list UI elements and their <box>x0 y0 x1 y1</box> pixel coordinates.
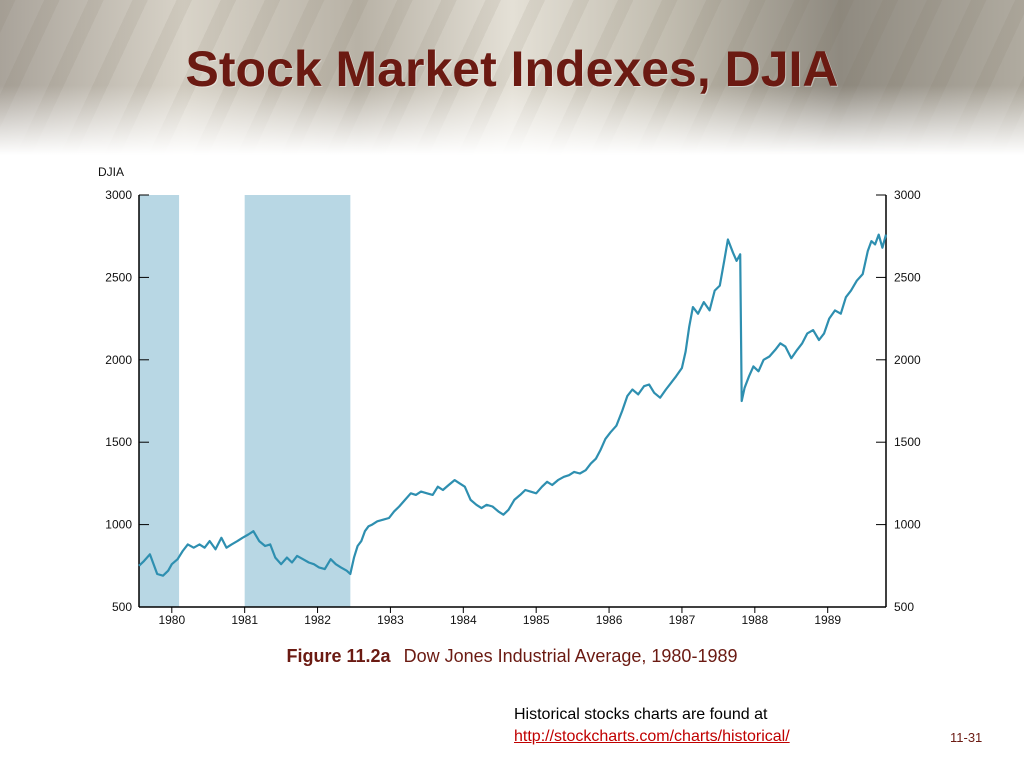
x-tick-label-1983: 1983 <box>377 613 404 627</box>
y-tick-label-right-2500: 2500 <box>894 270 921 284</box>
chart-frame <box>138 195 887 608</box>
y-tick-label-left-2500: 2500 <box>105 270 132 284</box>
y-tick-label-right-500: 500 <box>894 600 914 614</box>
x-tick-label-1988: 1988 <box>741 613 768 627</box>
y-tick-label-left-1000: 1000 <box>105 518 132 532</box>
x-tick-label-1989: 1989 <box>814 613 841 627</box>
y-tick-label-right-1500: 1500 <box>894 435 921 449</box>
slide-number: 11-31 <box>950 730 983 745</box>
x-tick-label-1987: 1987 <box>669 613 696 627</box>
y-axis-label: DJIA <box>98 165 124 179</box>
figure-caption-text: Dow Jones Industrial Average, 1980-1989 <box>403 646 738 666</box>
y-tick-label-left-1500: 1500 <box>105 435 132 449</box>
y-tick-label-left-2000: 2000 <box>105 353 132 367</box>
y-tick-label-right-1000: 1000 <box>894 518 921 532</box>
djia-line-chart: 3000 2500 2000 1500 1000 500 3000 2500 2000 1500… <box>98 165 921 627</box>
y-tick-label-right-3000: 3000 <box>894 188 921 202</box>
recession-band-1 <box>139 195 180 607</box>
x-tick-label-1981: 1981 <box>231 613 258 627</box>
historical-charts-link[interactable]: http://stockcharts.com/charts/historical… <box>514 728 790 745</box>
y-axis-left: 3000 2500 2000 1500 1000 500 <box>105 188 149 614</box>
y-axis-right: 3000 2500 2000 1500 1000 500 <box>876 188 921 614</box>
x-tick-label-1986: 1986 <box>596 613 623 627</box>
footnote-text: Historical stocks charts are found at <box>514 706 768 723</box>
x-tick-label-1980: 1980 <box>158 613 185 627</box>
page-title: Stock Market Indexes, DJIA <box>185 41 839 97</box>
recession-shading-layer <box>139 195 351 607</box>
x-tick-label-1985: 1985 <box>523 613 550 627</box>
x-tick-label-1982: 1982 <box>304 613 331 627</box>
x-tick-label-1984: 1984 <box>450 613 477 627</box>
figure-caption: Figure 11.2a Dow Jones Industrial Averag… <box>0 646 1024 667</box>
footnote: Historical stocks charts are found at ht… <box>514 704 790 748</box>
y-tick-label-left-500: 500 <box>112 600 132 614</box>
recession-band-2 <box>244 195 351 607</box>
header-background-photo <box>0 0 1024 155</box>
djia-series-line <box>138 233 888 577</box>
series-layer <box>138 233 888 577</box>
y-tick-label-left-3000: 3000 <box>105 188 132 202</box>
y-tick-label-right-2000: 2000 <box>894 353 921 367</box>
x-axis: 1980 1981 1982 1983 1984 1985 1986 1987 1988 1989 <box>158 607 841 627</box>
figure-label: Figure 11.2a <box>286 646 391 666</box>
